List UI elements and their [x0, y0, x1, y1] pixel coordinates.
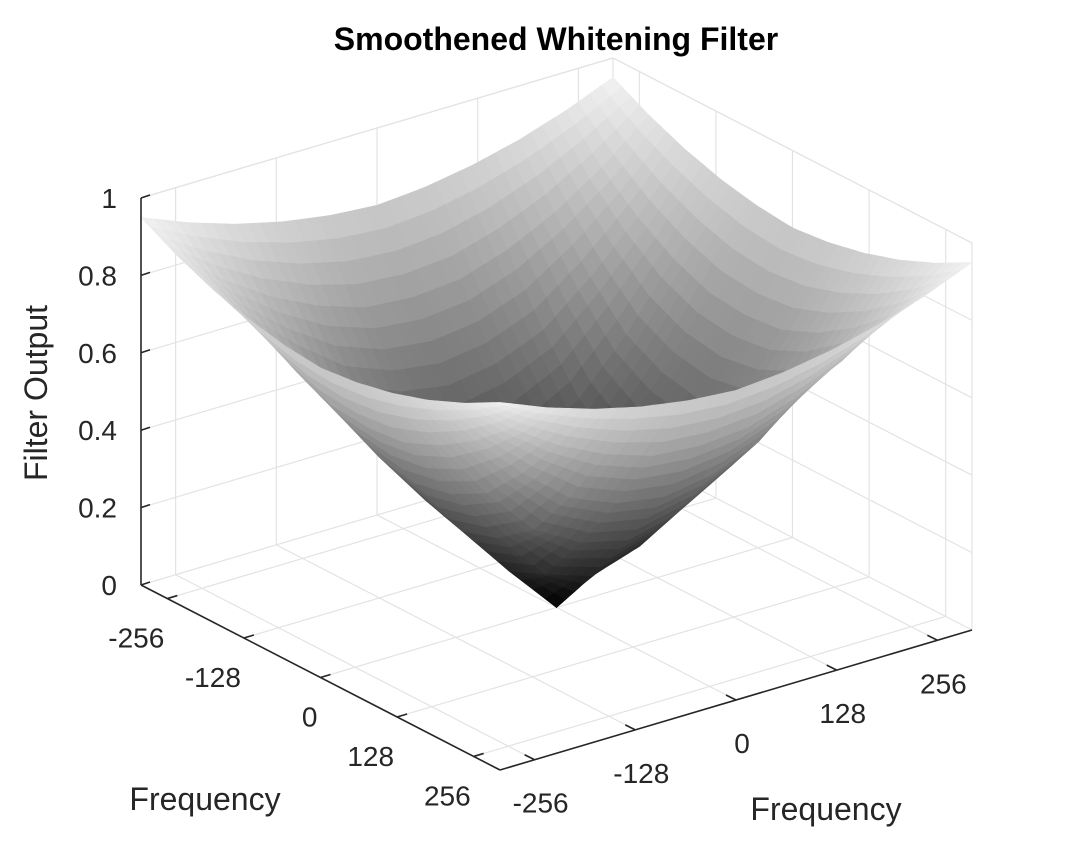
x-tick-mark [320, 673, 331, 679]
grid-line [175, 574, 535, 761]
y-tick-label: -128 [613, 758, 669, 789]
y-tick-label: -256 [513, 788, 569, 819]
x-tick-label: 256 [424, 780, 471, 811]
x-tick-label: 0 [302, 702, 318, 733]
y-tick-label: 128 [819, 698, 866, 729]
z-axis-label: Filter Output [18, 305, 54, 481]
x-tick-mark [243, 634, 255, 639]
tick-labels: 0 0.2 0.4 0.6 0.8 1 -256 -128 0 128 256 -256 -128 0 12… [78, 183, 967, 819]
x-axis-label: Frequency [129, 781, 280, 817]
y-tick-label: 0 [734, 728, 750, 759]
grid-line [276, 544, 636, 731]
surface-patch [490, 402, 512, 406]
y-tick-mark [624, 724, 636, 731]
x-tick-mark [473, 752, 484, 758]
z-tick-mark [140, 271, 151, 277]
z-tick-mark [140, 426, 151, 431]
x-tick-mark [396, 713, 408, 718]
y-tick-mark [927, 634, 938, 641]
surface-mesh [140, 77, 973, 609]
grid-line [140, 57, 614, 199]
z-tick-label: 0.4 [78, 415, 117, 446]
y-tick-label: 256 [920, 668, 967, 699]
z-tick-label: 0.6 [78, 338, 117, 369]
chart-title: Smoothened Whitening Filter [334, 21, 778, 57]
x-tick-label: -256 [108, 623, 164, 654]
z-tick-mark [140, 349, 151, 354]
z-tick-label: 0 [101, 570, 117, 601]
z-tick-label: 1 [101, 183, 117, 214]
y-tick-mark [826, 664, 838, 671]
x-tick-label: 128 [347, 741, 394, 772]
x-tick-label: -128 [185, 662, 241, 693]
z-tick-label: 0.8 [78, 260, 117, 291]
z-tick-mark [140, 581, 151, 586]
y-tick-mark [725, 694, 737, 701]
z-tick-label: 0.2 [78, 493, 117, 524]
y-tick-mark [524, 754, 535, 761]
axes [140, 194, 973, 771]
z-tick-mark [140, 503, 151, 509]
x-tick-mark [167, 594, 178, 600]
grid-line [612, 57, 973, 244]
y-axis-label: Frequency [750, 791, 901, 827]
z-tick-mark [140, 194, 151, 199]
